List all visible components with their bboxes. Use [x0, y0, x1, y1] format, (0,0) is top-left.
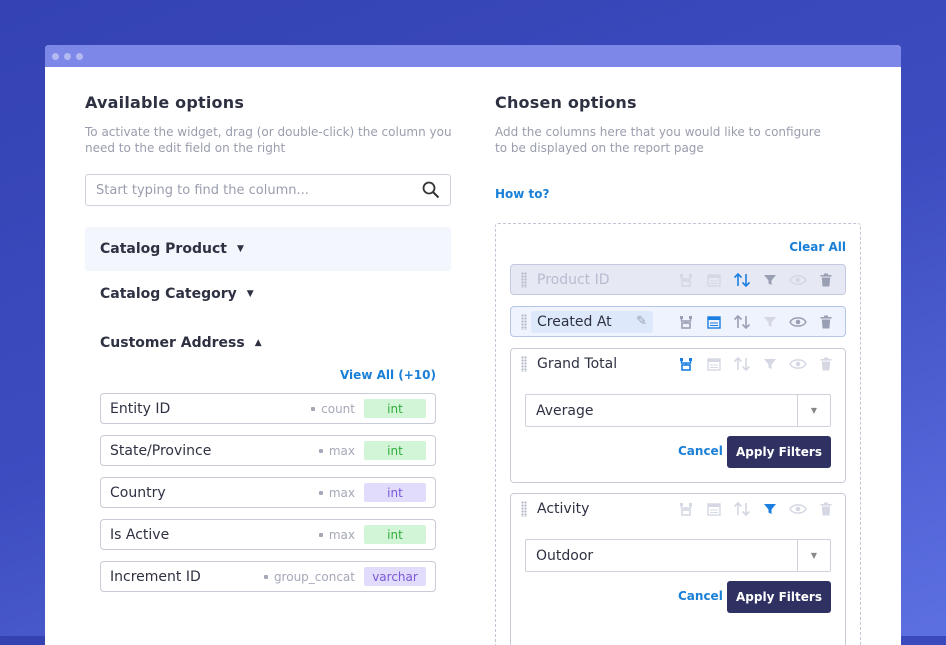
search-input[interactable] [96, 182, 396, 198]
type-badge: int [364, 525, 426, 544]
chosen-row-created-at[interactable]: Created At ✎ [510, 306, 846, 337]
row-actions [676, 499, 836, 519]
type-badge: varchar [364, 567, 426, 586]
cancel-button[interactable]: Cancel [678, 444, 723, 458]
aggregation-label: count [311, 402, 355, 416]
eye-icon[interactable] [788, 354, 808, 374]
column-item[interactable]: State/Province max int [100, 435, 436, 466]
calendar-icon[interactable] [704, 354, 724, 374]
window-dot[interactable] [76, 52, 83, 60]
row-actions [676, 270, 836, 290]
row-actions [676, 312, 836, 332]
aggregation-label: group_concat [264, 570, 355, 584]
column-name: Country [110, 484, 166, 501]
category-customer-address[interactable]: Customer Address ▲ [85, 321, 451, 365]
column-name: State/Province [110, 442, 212, 459]
chosen-row-product-id[interactable]: Product ID [510, 264, 846, 295]
category-label: Customer Address [100, 335, 245, 351]
eye-icon[interactable] [788, 499, 808, 519]
filter-icon[interactable] [760, 354, 780, 374]
category-catalog-product[interactable]: Catalog Product ▼ [85, 227, 451, 271]
type-badge: int [364, 399, 426, 418]
how-to-link[interactable]: How to? [495, 187, 550, 201]
title-bar [45, 45, 901, 67]
column-item[interactable]: Entity ID count int [100, 393, 436, 424]
drag-handle-icon[interactable] [521, 500, 527, 517]
eye-icon[interactable] [788, 270, 808, 290]
drag-handle-icon[interactable] [521, 313, 527, 330]
category-label: Catalog Product [100, 241, 227, 257]
row-label: Grand Total [537, 355, 618, 372]
filter-select[interactable]: Outdoor ▼ [525, 539, 831, 572]
grand-total-settings: Average ▼ Cancel Apply Filters [510, 378, 846, 483]
trash-icon[interactable] [816, 499, 836, 519]
cancel-button[interactable]: Cancel [678, 589, 723, 603]
apply-filters-button[interactable]: Apply Filters [727, 436, 831, 468]
chosen-row-activity[interactable]: Activity [510, 493, 846, 524]
category-catalog-category[interactable]: Catalog Category ▼ [85, 272, 451, 316]
type-badge: int [364, 441, 426, 460]
chosen-title: Chosen options [495, 93, 637, 112]
filter-icon[interactable] [760, 312, 780, 332]
calendar-icon[interactable] [704, 499, 724, 519]
trash-icon[interactable] [816, 354, 836, 374]
row-label: Product ID [537, 271, 610, 288]
sort-icon[interactable] [732, 270, 752, 290]
aggregation-label: max [319, 486, 355, 500]
drag-handle-icon[interactable] [521, 271, 527, 288]
search-icon[interactable] [422, 181, 440, 199]
chosen-description: Add the columns here that you would like… [495, 125, 821, 155]
aggregation-label: max [319, 444, 355, 458]
app-window: Available options To activate the widget… [45, 45, 901, 645]
chevron-down-icon[interactable]: ▼ [797, 540, 830, 571]
aggregation-label: max [319, 528, 355, 542]
pivot-icon[interactable] [676, 270, 696, 290]
chosen-row-grand-total[interactable]: Grand Total [510, 348, 846, 379]
calendar-icon[interactable] [704, 312, 724, 332]
column-item[interactable]: Is Active max int [100, 519, 436, 550]
pencil-icon[interactable]: ✎ [636, 314, 647, 329]
chevron-down-icon[interactable]: ▼ [797, 395, 830, 426]
column-name: Entity ID [110, 400, 171, 417]
eye-icon[interactable] [788, 312, 808, 332]
column-item[interactable]: Increment ID group_concat varchar [100, 561, 436, 592]
trash-icon[interactable] [816, 312, 836, 332]
trash-icon[interactable] [816, 270, 836, 290]
clear-all-button[interactable]: Clear All [789, 240, 846, 254]
column-name: Increment ID [110, 568, 201, 585]
column-search[interactable] [85, 174, 451, 206]
row-label: Activity [537, 500, 590, 517]
available-description: To activate the widget, drag (or double-… [85, 125, 452, 155]
caret-down-icon: ▼ [236, 244, 244, 254]
column-item[interactable]: Country max int [100, 477, 436, 508]
aggregation-select[interactable]: Average ▼ [525, 394, 831, 427]
caret-up-icon: ▲ [254, 338, 262, 348]
column-name: Is Active [110, 526, 170, 543]
type-badge: int [364, 483, 426, 502]
category-label: Catalog Category [100, 286, 237, 302]
available-title: Available options [85, 93, 245, 112]
apply-filters-button[interactable]: Apply Filters [727, 581, 831, 613]
pivot-icon[interactable] [676, 499, 696, 519]
filter-icon[interactable] [760, 499, 780, 519]
window-dot[interactable] [64, 52, 71, 60]
caret-down-icon: ▼ [246, 289, 254, 299]
filter-icon[interactable] [760, 270, 780, 290]
sort-icon[interactable] [732, 312, 752, 332]
calendar-icon[interactable] [704, 270, 724, 290]
activity-settings: Outdoor ▼ Cancel Apply Filters [510, 523, 846, 645]
row-label-input[interactable]: Created At [537, 313, 612, 330]
drag-handle-icon[interactable] [521, 355, 527, 372]
pivot-icon[interactable] [676, 354, 696, 374]
sort-icon[interactable] [732, 499, 752, 519]
pivot-icon[interactable] [676, 312, 696, 332]
view-all-link[interactable]: View All (+10) [339, 368, 436, 382]
sort-icon[interactable] [732, 354, 752, 374]
row-actions [676, 354, 836, 374]
drop-zone[interactable] [495, 223, 861, 645]
window-dot[interactable] [52, 52, 59, 60]
